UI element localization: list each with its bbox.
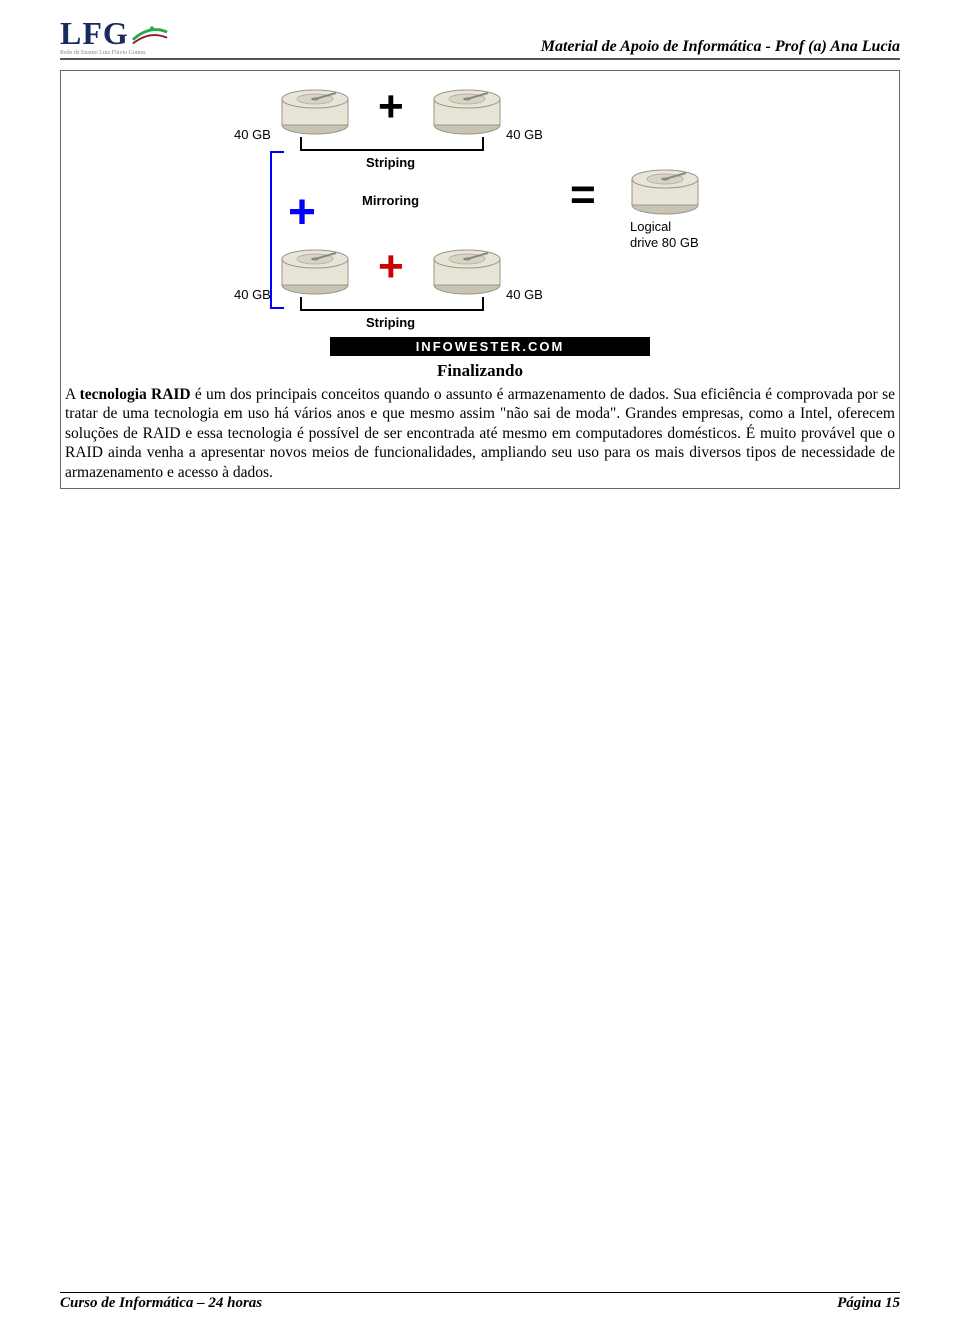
label-logical-2: drive 80 GB	[630, 235, 699, 250]
footer-left: Curso de Informática – 24 horas	[60, 1295, 262, 1312]
diagram-container: 40 GB 40 GB 40 GB 40 GB + + Striping Str…	[61, 71, 899, 359]
section-title: Finalizando	[61, 359, 899, 385]
disk-top-left	[280, 87, 350, 135]
raid-diagram: 40 GB 40 GB 40 GB 40 GB + + Striping Str…	[210, 79, 750, 359]
banner-infowester: INFOWESTER.COM	[330, 337, 650, 356]
plus-icon-blue: +	[288, 189, 316, 237]
body-paragraph: A tecnologia RAID é um dos principais co…	[61, 385, 899, 488]
label-striping-top: Striping	[366, 155, 415, 170]
logo: LFG	[60, 15, 169, 52]
bracket-mirroring	[270, 151, 284, 309]
label-40gb-bl: 40 GB	[234, 287, 271, 302]
logo-block: LFG Rede de Ensino Luiz Flávio Gomes	[60, 15, 169, 56]
footer-right: Página 15	[837, 1295, 900, 1312]
content-box: 40 GB 40 GB 40 GB 40 GB + + Striping Str…	[60, 70, 900, 489]
label-mirroring: Mirroring	[362, 193, 419, 208]
disk-bot-left	[280, 247, 350, 295]
swoosh-icon	[131, 22, 169, 46]
page-footer: Curso de Informática – 24 horas Página 1…	[60, 1292, 900, 1312]
page: LFG Rede de Ensino Luiz Flávio Gomes Mat…	[0, 0, 960, 1340]
disk-bot-right	[432, 247, 502, 295]
bracket-bottom	[300, 297, 484, 311]
plus-icon-top: +	[378, 85, 404, 129]
equals-icon: =	[570, 173, 596, 217]
disk-logical	[630, 167, 700, 215]
label-40gb-tr: 40 GB	[506, 127, 543, 142]
label-logical-1: Logical	[630, 219, 671, 234]
logo-text: LFG	[60, 15, 129, 52]
bracket-top	[300, 137, 484, 151]
label-striping-bottom: Striping	[366, 315, 415, 330]
label-40gb-br: 40 GB	[506, 287, 543, 302]
logo-subtitle: Rede de Ensino Luiz Flávio Gomes	[60, 50, 146, 56]
bold-lead: tecnologia RAID	[80, 386, 191, 403]
disk-top-right	[432, 87, 502, 135]
doc-title: Material de Apoio de Informática - Prof …	[541, 38, 900, 56]
plus-icon-bottom: +	[378, 245, 404, 289]
label-40gb-tl: 40 GB	[234, 127, 271, 142]
page-header: LFG Rede de Ensino Luiz Flávio Gomes Mat…	[60, 15, 900, 60]
